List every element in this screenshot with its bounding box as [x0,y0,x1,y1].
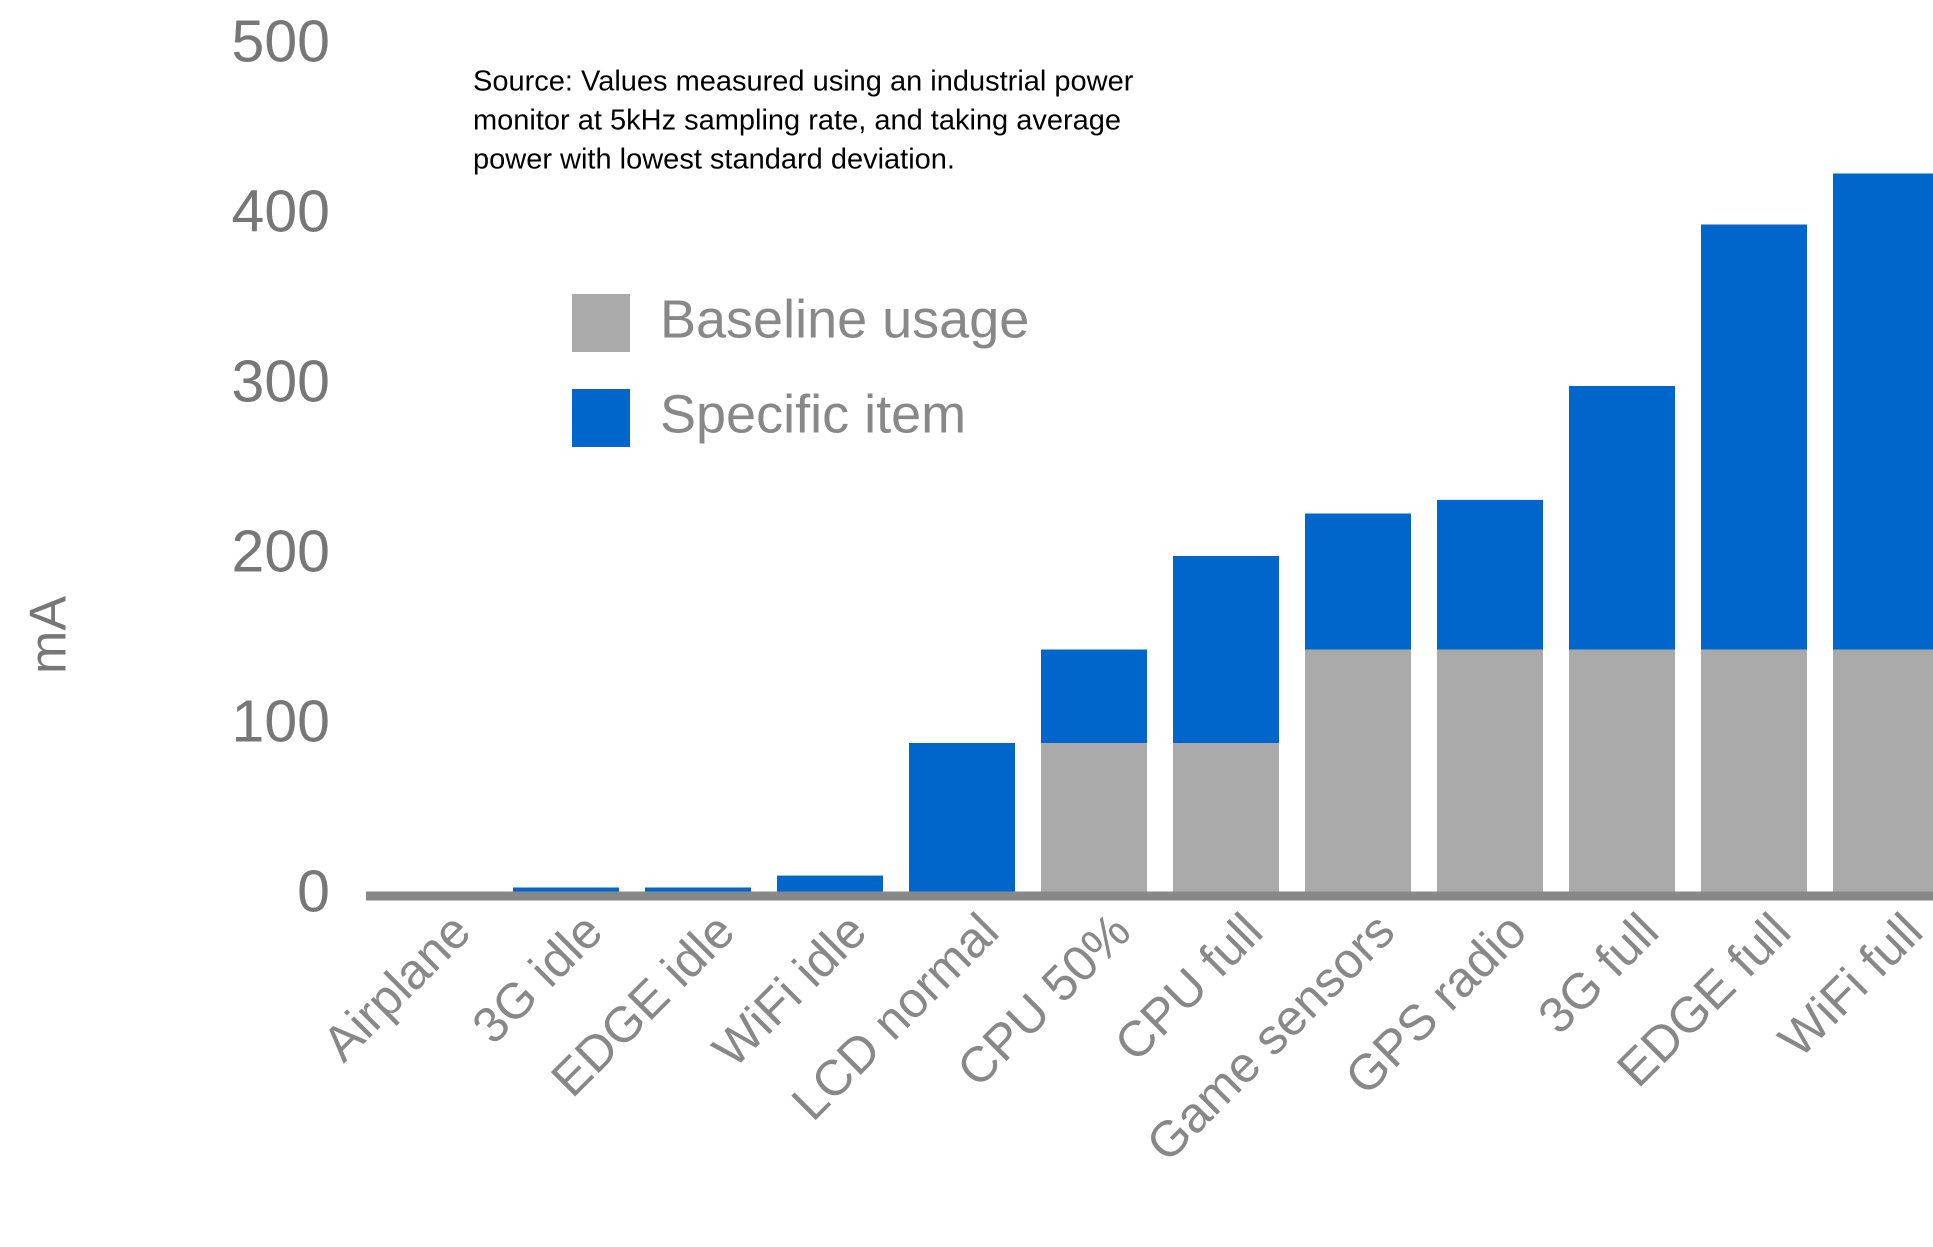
y-tick-label: 100 [232,689,330,755]
bar-segment [1701,649,1807,896]
bar-segment [1305,513,1411,650]
annotation: Source: Values measured using an industr… [473,66,1134,98]
y-tick-label: 0 [297,859,330,925]
annotation: monitor at 5kHz sampling rate, and takin… [473,105,1121,137]
bar-segment [1701,224,1807,650]
legend-swatch [572,294,630,352]
bar-segment [1833,649,1933,896]
legend-swatch [572,389,630,447]
bar-segment [1041,649,1147,743]
y-tick-label: 200 [232,519,330,585]
bar-segment [1437,499,1543,650]
bar-segment [1305,649,1411,896]
bar-segment [1569,649,1675,896]
y-tick-label: 400 [232,179,330,245]
bar-segment [909,743,1015,896]
bar-segment [1041,743,1147,896]
bar-segment [1569,386,1675,650]
bar-segment [1833,173,1933,650]
bar-segment [1173,743,1279,896]
y-axis-label: mA [20,596,78,674]
annotation: power with lowest standard deviation. [473,144,955,176]
y-tick-label: 300 [232,349,330,415]
bar-segment [777,875,883,896]
bar-segment [1173,556,1279,743]
x-tick-label: Airplane [312,903,481,1072]
y-tick-label: 500 [232,9,330,75]
bar-segment [1437,649,1543,896]
x-tick-label: WiFi full [1768,903,1933,1068]
legend-label: Baseline usage [660,289,1029,349]
legend-label: Specific item [660,384,966,444]
